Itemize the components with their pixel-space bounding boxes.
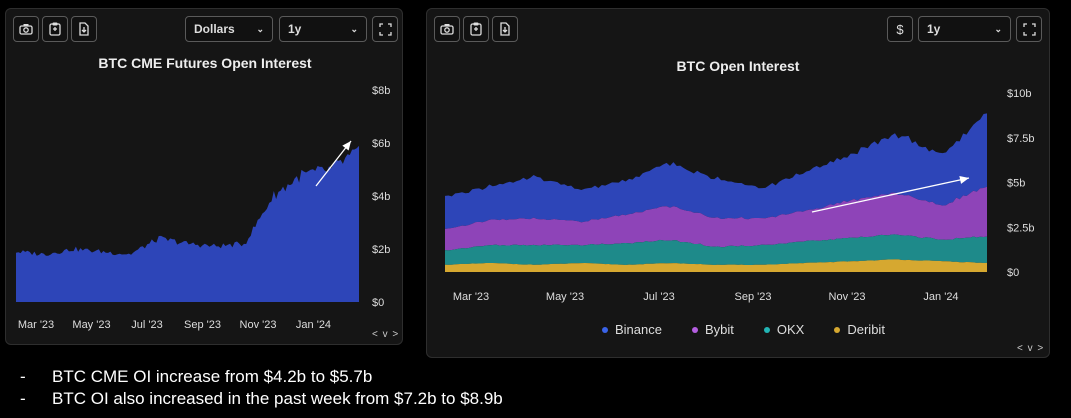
x-tick-label: Nov '23 [829, 291, 866, 303]
oi-chart: $0 $2.5b $5b $7.5b $10b Mar '23 May '23 Jul '23… [445, 88, 1035, 303]
y-tick-label: $2.5b [1007, 222, 1035, 234]
x-tick-label: Nov '23 [240, 319, 277, 331]
y-tick-label: $10b [1007, 88, 1031, 100]
area-series-okx [445, 234, 987, 266]
trend-arrow-head [342, 141, 351, 151]
chevron-down-icon: ⌄ [994, 23, 1002, 34]
y-tick-label: $8b [372, 85, 390, 97]
area-series-bybit [445, 186, 987, 251]
note-item: - BTC OI also increased in the past week … [20, 389, 503, 408]
y-tick-label: $0 [372, 297, 384, 309]
note-item: - BTC CME OI increase from $4.2b to $5.7b [20, 367, 373, 386]
trend-arrow [315, 140, 352, 187]
x-tick-label: Sep '23 [735, 291, 772, 303]
chart-legend: Binance Bybit OKX Deribit [602, 322, 885, 337]
download-icon[interactable] [71, 16, 97, 42]
x-tick-label: Jul '23 [643, 291, 674, 303]
x-tick-label: Mar '23 [453, 291, 489, 303]
legend-dot [763, 326, 770, 333]
x-tick-label: Jul '23 [131, 319, 162, 331]
x-tick-label: Mar '23 [18, 319, 54, 331]
range-select[interactable]: 1y ⌄ [918, 16, 1011, 42]
y-tick-label: $7.5b [1007, 133, 1035, 145]
x-tick-label: Jan '24 [296, 319, 331, 331]
oi-chart-panel: $ 1y ⌄ BTC Open Interest $0 $2.5b $5b $7.5b… [426, 8, 1050, 358]
chart-title: BTC CME Futures Open Interest [98, 55, 312, 71]
note-text: BTC OI also increased in the past week f… [52, 389, 503, 408]
x-tick-label: May '23 [546, 291, 584, 303]
legend-dot [834, 326, 841, 333]
area-series-deribit [445, 259, 987, 272]
chart-nav[interactable]: < v > [1017, 343, 1045, 354]
currency-button[interactable]: $ [887, 16, 913, 42]
clipboard-icon[interactable] [463, 16, 489, 42]
legend-label: Deribit [847, 322, 885, 337]
x-tick-label: May '23 [72, 319, 110, 331]
download-icon[interactable] [492, 16, 518, 42]
legend-item-bybit[interactable]: Bybit [691, 322, 734, 337]
y-tick-label: $0 [1007, 267, 1019, 279]
cme-chart: $0 $2b $4b $6b $8b Mar '23 May '23 Jul '23 Sep '… [16, 85, 390, 331]
camera-icon[interactable] [434, 16, 460, 42]
range-select-value: 1y [288, 22, 302, 36]
legend-dot [691, 326, 698, 333]
x-tick-label: Sep '23 [184, 319, 221, 331]
cme-chart-panel: Dollars ⌄ 1y ⌄ BTC CME Futures Open Inte… [5, 8, 403, 345]
y-tick-label: $5b [1007, 178, 1025, 190]
legend-item-binance[interactable]: Binance [602, 322, 662, 337]
legend-label: Bybit [704, 322, 734, 337]
range-select[interactable]: 1y ⌄ [279, 16, 367, 42]
legend-label: Binance [615, 322, 662, 337]
trend-arrow-head [959, 175, 969, 184]
notes: - BTC CME OI increase from $4.2b to $5.7b… [20, 366, 503, 410]
fullscreen-icon[interactable] [1016, 16, 1042, 42]
currency-button-label: $ [896, 21, 904, 37]
area-series-binance [445, 113, 987, 229]
chart-nav[interactable]: < v > [372, 329, 400, 340]
legend-item-okx[interactable]: OKX [763, 322, 805, 337]
camera-icon[interactable] [13, 16, 39, 42]
clipboard-icon[interactable] [42, 16, 68, 42]
currency-select[interactable]: Dollars ⌄ [185, 16, 273, 42]
chevron-down-icon: ⌄ [350, 23, 358, 34]
chart-title: BTC Open Interest [676, 58, 800, 74]
y-tick-label: $6b [372, 138, 390, 150]
area-series-cme [16, 145, 359, 302]
fullscreen-icon[interactable] [372, 16, 398, 42]
x-tick-label: Jan '24 [923, 291, 958, 303]
legend-label: OKX [776, 322, 805, 337]
y-tick-label: $2b [372, 244, 390, 256]
legend-dot [602, 326, 608, 333]
range-select-value: 1y [927, 22, 941, 36]
note-text: BTC CME OI increase from $4.2b to $5.7b [52, 367, 373, 386]
trend-arrow [811, 177, 970, 213]
legend-item-deribit[interactable]: Deribit [834, 322, 885, 337]
y-tick-label: $4b [372, 191, 390, 203]
currency-select-value: Dollars [194, 22, 235, 36]
chevron-down-icon: ⌄ [256, 23, 264, 34]
